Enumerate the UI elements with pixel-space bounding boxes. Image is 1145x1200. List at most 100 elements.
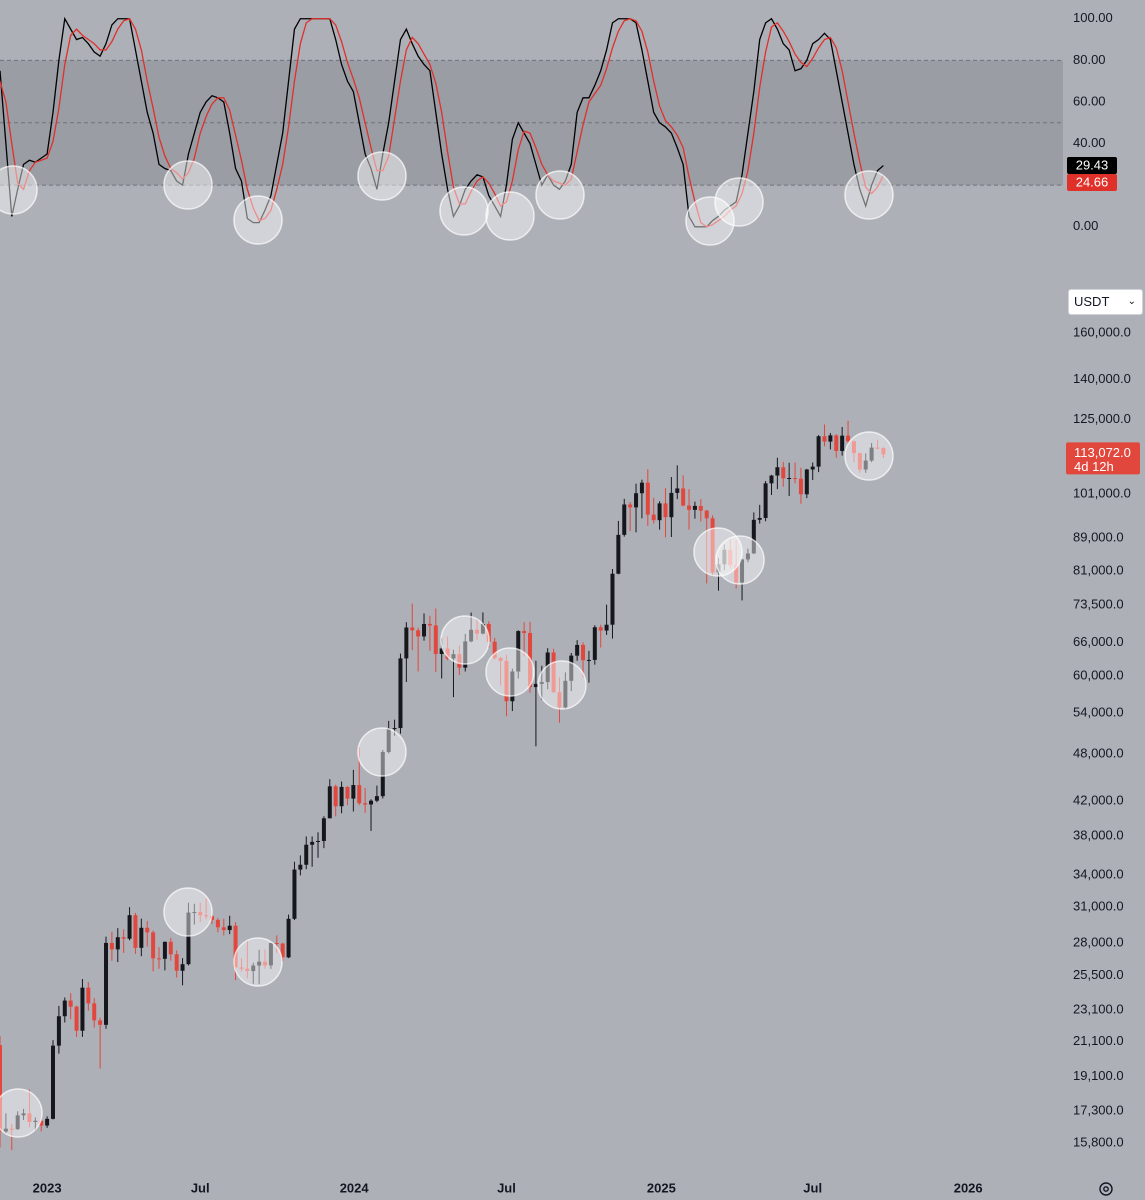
last-value-label: 29.43 [1076, 157, 1109, 172]
candle-body [634, 493, 639, 508]
y-tick-label: 15,800.0 [1073, 1134, 1124, 1149]
candle-body [728, 549, 733, 566]
y-tick-label: 60,000.0 [1073, 668, 1124, 683]
candle-body [651, 514, 656, 521]
candle-body [410, 627, 415, 631]
dropdown-chevron[interactable]: ⌄ [1127, 296, 1136, 307]
candle-body [851, 441, 856, 454]
x-tick-label: 2023 [33, 1180, 62, 1195]
x-tick-label: Jul [497, 1180, 516, 1195]
candle-body [363, 803, 368, 805]
candle-body [263, 961, 268, 966]
candle-body [245, 968, 250, 972]
currency-label[interactable]: USDT [1074, 294, 1110, 309]
candle-body [0, 1045, 2, 1132]
candle-body [716, 564, 721, 573]
y-tick-label: 48,000.0 [1073, 746, 1124, 761]
candle-body [233, 925, 238, 968]
candle-body [310, 841, 315, 845]
candle-body [510, 671, 515, 702]
candle-body [816, 436, 821, 467]
candle-body [798, 478, 803, 495]
candle-body [533, 683, 538, 688]
candle-body [333, 786, 338, 807]
candle-body [781, 467, 786, 479]
candle-body [516, 631, 521, 672]
candle-body [592, 627, 597, 660]
candle-body [451, 654, 456, 659]
last-price-label: 113,072.0 [1074, 445, 1131, 460]
candle-body [9, 1128, 14, 1130]
candle-body [3, 1128, 8, 1132]
candle-body [498, 658, 503, 661]
candle-body [251, 965, 256, 972]
candle-body [74, 1006, 79, 1031]
y-tick-label: 0.00 [1073, 218, 1098, 233]
y-tick-label: 140,000.0 [1073, 371, 1131, 386]
candle-body [663, 503, 668, 518]
candle-body [846, 435, 851, 442]
candle-body [628, 504, 633, 508]
y-tick-label: 80.00 [1073, 52, 1106, 67]
candle-body [257, 961, 262, 966]
y-tick-label: 19,100.0 [1073, 1068, 1124, 1083]
y-tick-label: 17,300.0 [1073, 1103, 1124, 1118]
candle-body [380, 752, 385, 797]
last-value-box [1067, 157, 1117, 175]
candle-body [45, 1118, 50, 1126]
candle-body [321, 818, 326, 841]
y-tick-label: 101,000.0 [1073, 485, 1131, 500]
candle-body [793, 478, 798, 480]
candle-body [610, 573, 615, 625]
candle-body [192, 911, 197, 913]
candle-body [422, 623, 427, 637]
candle-body [109, 942, 114, 950]
candle-body [734, 565, 739, 583]
candle-body [92, 1003, 97, 1021]
candle-body [810, 466, 815, 470]
candle-body [857, 453, 862, 470]
y-tick-label: 60.00 [1073, 93, 1106, 108]
candle-body [804, 469, 809, 495]
last-price-box [1066, 442, 1140, 475]
candle-body [722, 549, 727, 565]
candle-body [563, 680, 568, 708]
y-tick-label: 89,000.0 [1073, 530, 1124, 545]
currency-dropdown[interactable]: USDT ⌄ [1068, 289, 1143, 315]
candle-body [15, 1115, 20, 1130]
candle-body [204, 915, 209, 917]
candle-body [221, 927, 226, 931]
candle-body [622, 504, 627, 535]
candle-body [404, 627, 409, 659]
candle-body [687, 505, 692, 510]
countdown-label: 4d 12h [1074, 459, 1114, 474]
candle-body [616, 534, 621, 574]
candle-body [86, 987, 91, 1004]
y-tick-label: 25,500.0 [1073, 967, 1124, 982]
x-tick-label: 2025 [647, 1180, 676, 1195]
candle-body [769, 475, 774, 484]
candle-body [345, 786, 350, 799]
candle-body [239, 967, 244, 969]
candle-body [292, 869, 297, 919]
candle-body [486, 623, 491, 642]
candle-body [598, 627, 603, 631]
candle-body [692, 505, 697, 510]
candle-body [286, 918, 291, 958]
candle-body [21, 1113, 26, 1116]
candle-body [834, 435, 839, 451]
candle-body [740, 559, 745, 583]
candle-body [398, 658, 403, 729]
y-tick-label: 21,100.0 [1073, 1033, 1124, 1048]
candle-body [669, 492, 674, 518]
candle-body [445, 648, 450, 659]
candle-body [575, 644, 580, 656]
candle-body [327, 786, 332, 819]
candle-body [475, 629, 480, 634]
candle-body [881, 447, 886, 455]
y-tick-label: 100.00 [1073, 10, 1113, 25]
candle-body [316, 840, 321, 842]
candle-body [168, 941, 173, 955]
candle-body [522, 631, 527, 633]
